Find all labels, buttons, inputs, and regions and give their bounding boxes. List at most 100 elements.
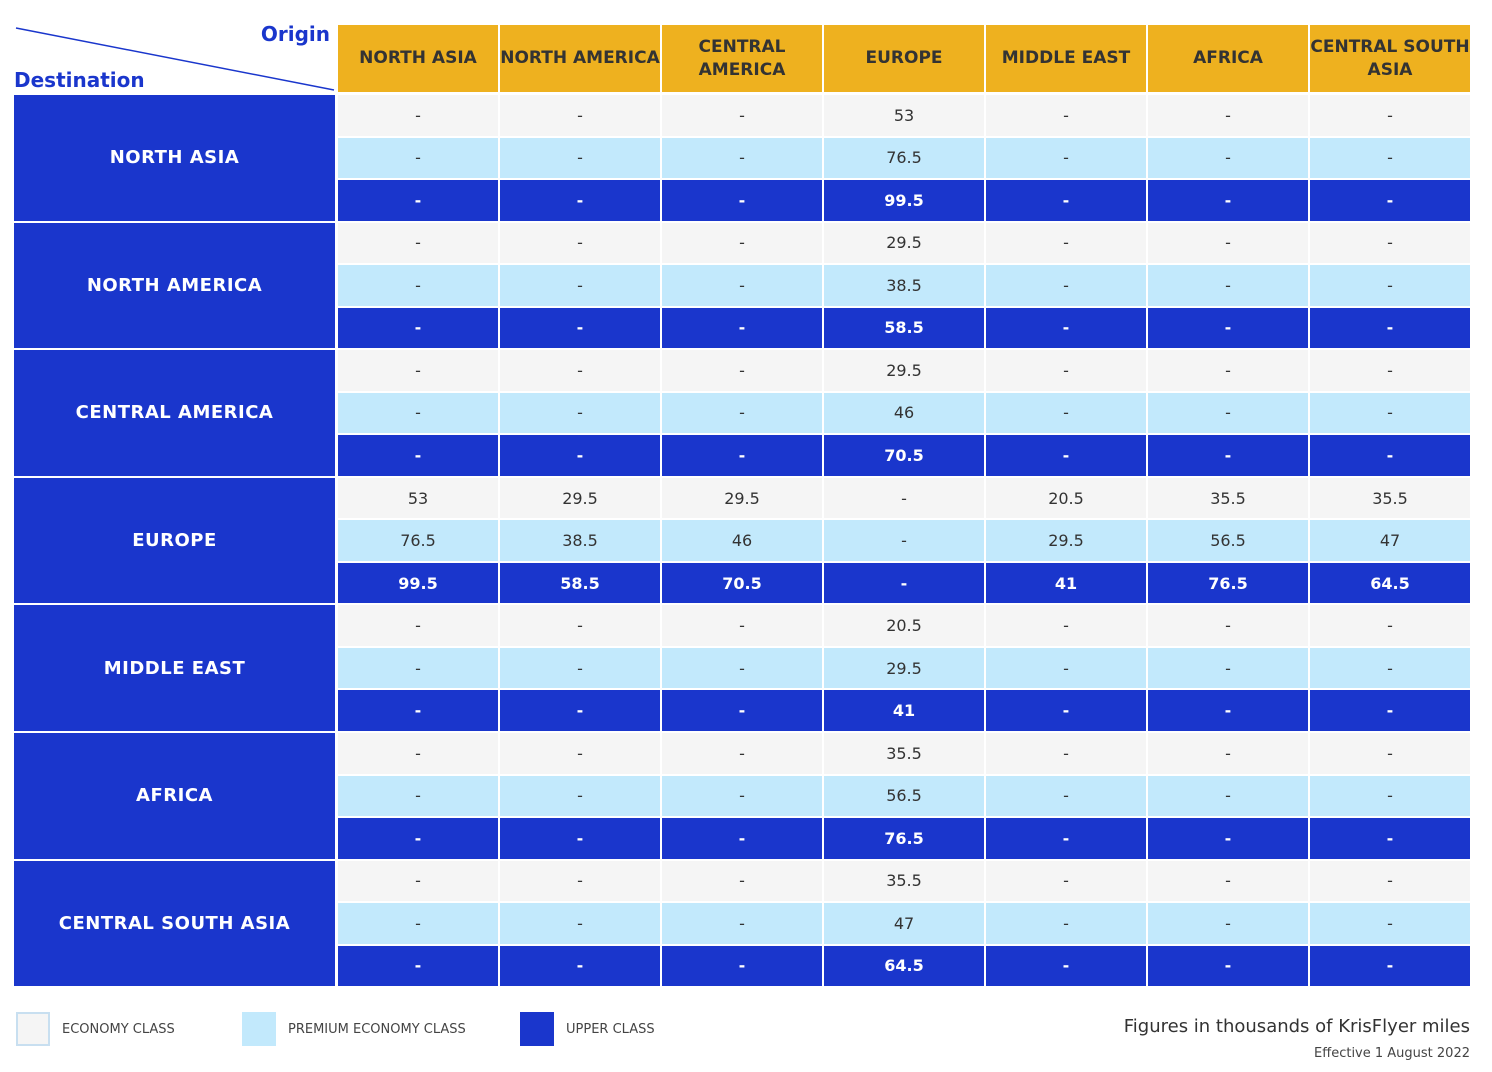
- miles-cell-prem: -: [1148, 647, 1308, 689]
- miles-cell-upper: -: [338, 307, 498, 349]
- miles-cell-eco: -: [338, 350, 498, 391]
- upper-swatch: [520, 1012, 554, 1046]
- miles-cell-eco: 53: [824, 95, 984, 136]
- miles-cell-upper: -: [500, 180, 660, 221]
- miles-cell-eco: -: [986, 350, 1146, 391]
- miles-cell-eco: -: [662, 860, 822, 902]
- miles-cell-prem: -: [986, 647, 1146, 689]
- miles-cell-upper: 70.5: [662, 562, 822, 604]
- miles-cell-prem: 46: [824, 392, 984, 434]
- miles-cell-prem: -: [500, 265, 660, 306]
- miles-cell-prem: 47: [824, 903, 984, 944]
- miles-cell-upper: -: [1310, 307, 1470, 349]
- miles-cell-eco: -: [500, 95, 660, 136]
- miles-cell-eco: -: [338, 605, 498, 646]
- origin-header: NORTH ASIA: [338, 25, 498, 92]
- miles-cell-prem: 38.5: [824, 265, 984, 306]
- miles-cell-upper: -: [500, 435, 660, 476]
- miles-cell-prem: 56.5: [1148, 520, 1308, 561]
- legend-label: UPPER CLASS: [566, 1021, 655, 1037]
- miles-cell-eco: 20.5: [824, 605, 984, 646]
- miles-cell-prem: -: [338, 647, 498, 689]
- miles-cell-eco: -: [1148, 733, 1308, 774]
- legend-premium-economy: PREMIUM ECONOMY CLASS: [242, 1012, 466, 1046]
- miles-cell-upper: -: [500, 945, 660, 987]
- miles-cell-prem: -: [986, 903, 1146, 944]
- miles-cell-upper: -: [338, 818, 498, 859]
- legend-upper: UPPER CLASS: [520, 1012, 655, 1046]
- legend-label: PREMIUM ECONOMY CLASS: [288, 1021, 466, 1037]
- miles-cell-prem: -: [1310, 775, 1470, 817]
- origin-header: NORTH AMERICA: [500, 25, 660, 92]
- miles-cell-eco: -: [986, 733, 1146, 774]
- miles-cell-prem: -: [1310, 137, 1470, 179]
- miles-cell-prem: -: [1148, 265, 1308, 306]
- destination-header: CENTRAL SOUTH ASIA: [14, 860, 335, 987]
- miles-cell-prem: -: [986, 392, 1146, 434]
- miles-cell-prem: -: [338, 392, 498, 434]
- miles-cell-eco: 35.5: [1148, 477, 1308, 519]
- miles-cell-upper: 41: [986, 562, 1146, 604]
- miles-cell-upper: -: [338, 945, 498, 987]
- miles-cell-upper: -: [1148, 435, 1308, 476]
- miles-cell-prem: -: [500, 775, 660, 817]
- origin-header: CENTRAL SOUTH ASIA: [1310, 25, 1470, 92]
- miles-cell-upper: -: [1148, 307, 1308, 349]
- miles-cell-upper: 99.5: [338, 562, 498, 604]
- destination-header: NORTH ASIA: [14, 95, 335, 221]
- miles-cell-upper: 76.5: [824, 818, 984, 859]
- miles-cell-upper: -: [338, 180, 498, 221]
- miles-cell-prem: -: [500, 392, 660, 434]
- miles-cell-eco: 29.5: [824, 222, 984, 264]
- miles-cell-prem: 38.5: [500, 520, 660, 561]
- miles-cell-upper: -: [1148, 690, 1308, 731]
- units-note: Figures in thousands of KrisFlyer miles: [1123, 1016, 1470, 1037]
- effective-date: Effective 1 August 2022: [1314, 1046, 1470, 1061]
- miles-cell-upper: -: [1310, 945, 1470, 987]
- miles-cell-upper: -: [1310, 690, 1470, 731]
- miles-cell-eco: -: [1148, 222, 1308, 264]
- miles-cell-upper: -: [986, 435, 1146, 476]
- miles-cell-upper: -: [1148, 818, 1308, 859]
- premium-economy-swatch: [242, 1012, 276, 1046]
- miles-cell-prem: -: [338, 775, 498, 817]
- miles-cell-prem: 76.5: [824, 137, 984, 179]
- destination-header: AFRICA: [14, 733, 335, 859]
- miles-cell-upper: 64.5: [1310, 562, 1470, 604]
- miles-cell-prem: 46: [662, 520, 822, 561]
- miles-cell-prem: -: [338, 137, 498, 179]
- table-corner-header: Origin Destination: [14, 20, 336, 92]
- miles-cell-eco: -: [338, 222, 498, 264]
- miles-cell-prem: 29.5: [986, 520, 1146, 561]
- legend-label: ECONOMY CLASS: [62, 1021, 175, 1037]
- miles-cell-eco: -: [338, 95, 498, 136]
- destination-header: CENTRAL AMERICA: [14, 350, 335, 476]
- miles-cell-eco: -: [1148, 605, 1308, 646]
- miles-cell-upper: -: [338, 690, 498, 731]
- miles-cell-eco: -: [500, 222, 660, 264]
- miles-cell-upper: -: [500, 690, 660, 731]
- origin-label: Origin: [260, 22, 330, 46]
- miles-cell-upper: 70.5: [824, 435, 984, 476]
- miles-cell-eco: -: [500, 860, 660, 902]
- miles-cell-prem: -: [986, 137, 1146, 179]
- miles-cell-upper: -: [1148, 180, 1308, 221]
- miles-cell-prem: -: [500, 903, 660, 944]
- miles-cell-prem: -: [1310, 265, 1470, 306]
- miles-cell-prem: 56.5: [824, 775, 984, 817]
- miles-cell-eco: -: [1310, 860, 1470, 902]
- miles-cell-upper: -: [986, 945, 1146, 987]
- origin-header: EUROPE: [824, 25, 984, 92]
- miles-cell-upper: -: [1310, 435, 1470, 476]
- origin-header: AFRICA: [1148, 25, 1308, 92]
- miles-cell-upper: -: [986, 307, 1146, 349]
- miles-cell-eco: 20.5: [986, 477, 1146, 519]
- miles-cell-upper: -: [662, 435, 822, 476]
- miles-cell-eco: -: [500, 733, 660, 774]
- miles-cell-upper: -: [1148, 945, 1308, 987]
- miles-cell-eco: -: [500, 605, 660, 646]
- miles-cell-eco: -: [986, 605, 1146, 646]
- miles-cell-upper: -: [500, 818, 660, 859]
- destination-header: EUROPE: [14, 477, 335, 604]
- destination-header: NORTH AMERICA: [14, 222, 335, 349]
